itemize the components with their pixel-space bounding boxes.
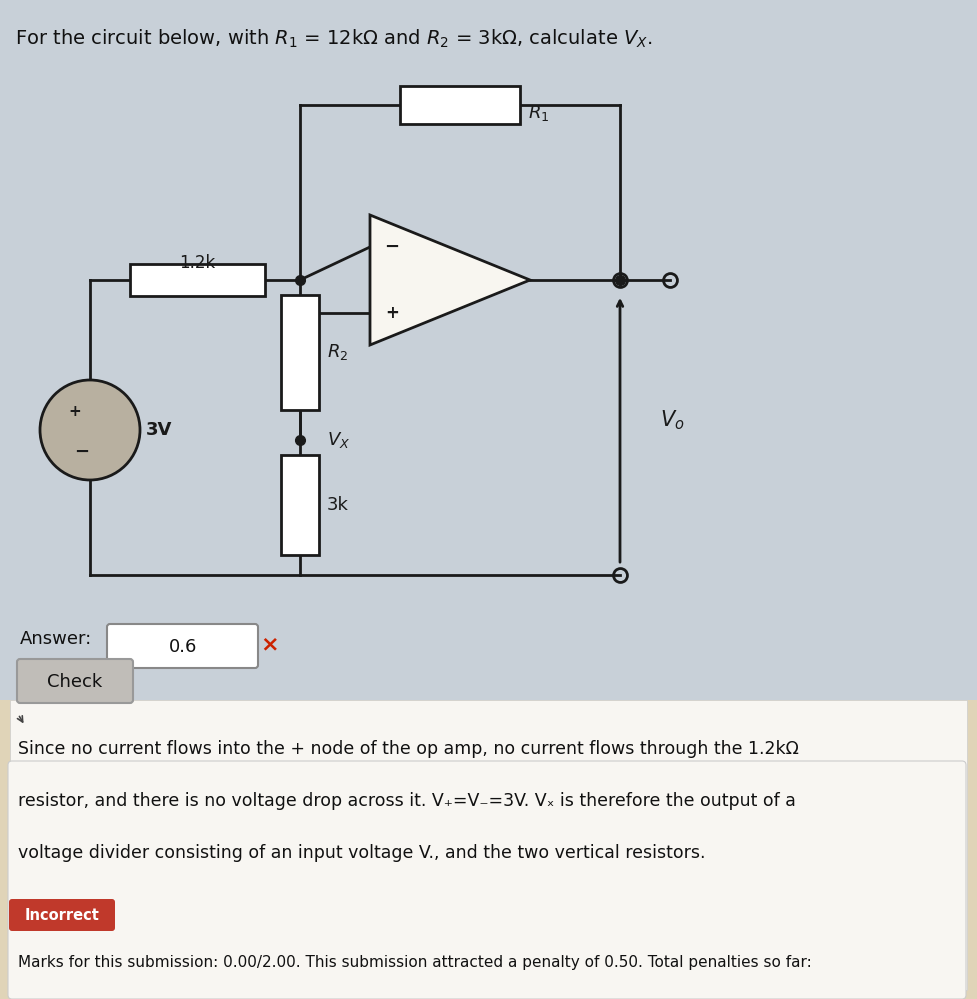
- Text: Check: Check: [47, 673, 103, 691]
- Text: Since no current flows into the + node of the op amp, no current flows through t: Since no current flows into the + node o…: [18, 740, 799, 758]
- FancyBboxPatch shape: [107, 624, 258, 668]
- Text: −: −: [74, 443, 90, 461]
- Text: 1.2k: 1.2k: [179, 254, 215, 272]
- Bar: [0, 700, 977, 999]
- Text: For the circuit below, with $R_1$ = 12kΩ and $R_2$ = 3kΩ, calculate $V_X$.: For the circuit below, with $R_1$ = 12kΩ…: [15, 28, 653, 50]
- Bar: [0, 0, 977, 700]
- Bar: [10, 700, 967, 990]
- Text: Incorrect: Incorrect: [24, 907, 100, 922]
- Text: $V_X$: $V_X$: [327, 430, 350, 450]
- Text: 3V: 3V: [146, 421, 172, 439]
- Text: $R_2$: $R_2$: [327, 342, 348, 362]
- Text: −: −: [384, 238, 400, 256]
- Text: +: +: [385, 304, 399, 322]
- Text: Marks for this submission: 0.00/2.00. This submission attracted a penalty of 0.5: Marks for this submission: 0.00/2.00. Th…: [18, 955, 812, 970]
- Bar: [0, 0, 977, 700]
- Text: 0.6: 0.6: [169, 638, 197, 656]
- FancyBboxPatch shape: [8, 761, 966, 999]
- Text: +: +: [68, 405, 81, 420]
- Text: voltage divider consisting of an input voltage V., and the two vertical resistor: voltage divider consisting of an input v…: [18, 844, 705, 862]
- Text: $V_o$: $V_o$: [660, 409, 685, 432]
- Bar: [130, 264, 265, 296]
- Bar: [281, 295, 319, 410]
- Bar: [400, 86, 520, 124]
- FancyBboxPatch shape: [17, 659, 133, 703]
- Circle shape: [40, 380, 140, 480]
- Text: Answer:: Answer:: [20, 630, 92, 648]
- Polygon shape: [370, 215, 530, 345]
- Text: $R_1$: $R_1$: [528, 103, 549, 123]
- Text: ×: ×: [261, 634, 279, 654]
- FancyBboxPatch shape: [9, 899, 115, 931]
- Text: 3k: 3k: [327, 496, 349, 514]
- Bar: [281, 455, 319, 555]
- Text: resistor, and there is no voltage drop across it. V₊=V₋=3V. Vₓ is therefore the : resistor, and there is no voltage drop a…: [18, 792, 796, 810]
- Bar: [0, 700, 977, 999]
